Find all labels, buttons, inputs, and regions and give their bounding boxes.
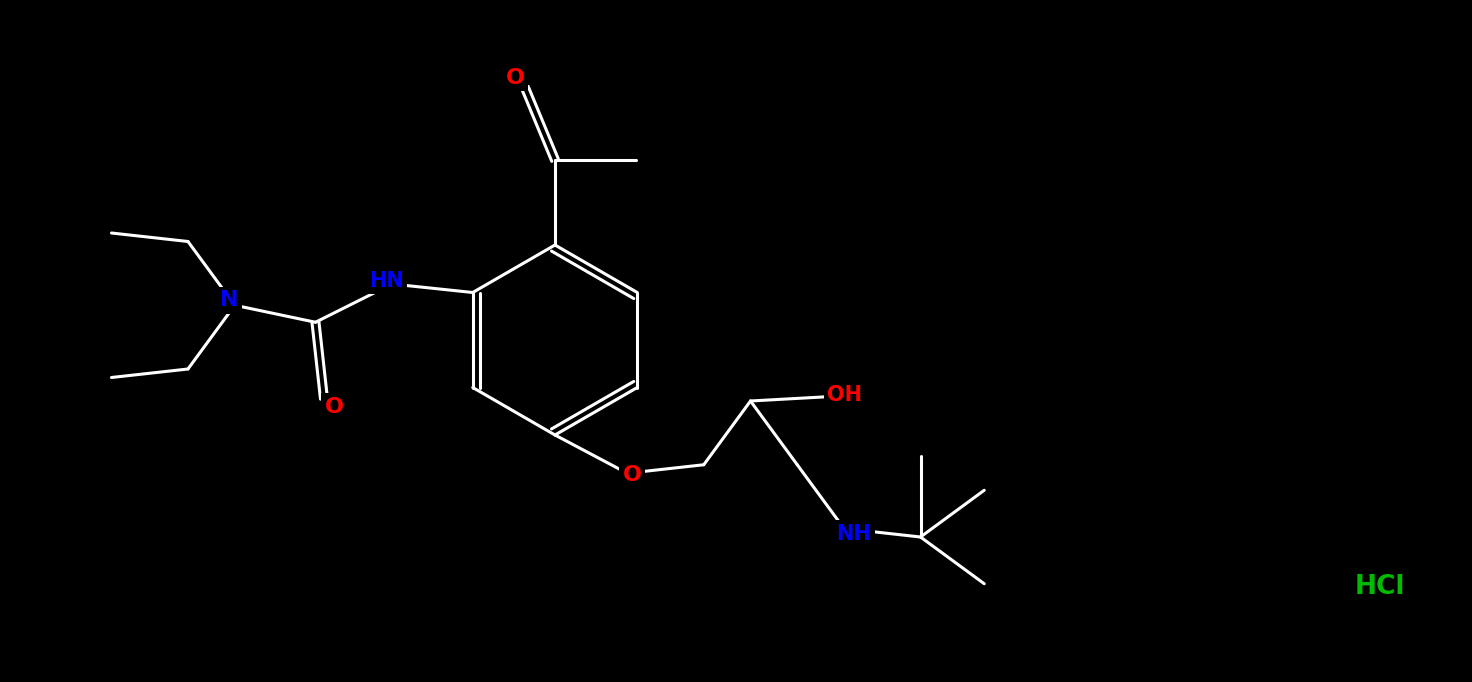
Text: O: O xyxy=(623,465,642,486)
Text: HN: HN xyxy=(369,271,405,291)
Text: N: N xyxy=(221,291,238,310)
Text: OH: OH xyxy=(827,385,863,404)
Text: NH: NH xyxy=(836,524,871,544)
Text: HCl: HCl xyxy=(1354,574,1406,600)
Text: O: O xyxy=(324,397,343,417)
Text: O: O xyxy=(505,68,524,88)
